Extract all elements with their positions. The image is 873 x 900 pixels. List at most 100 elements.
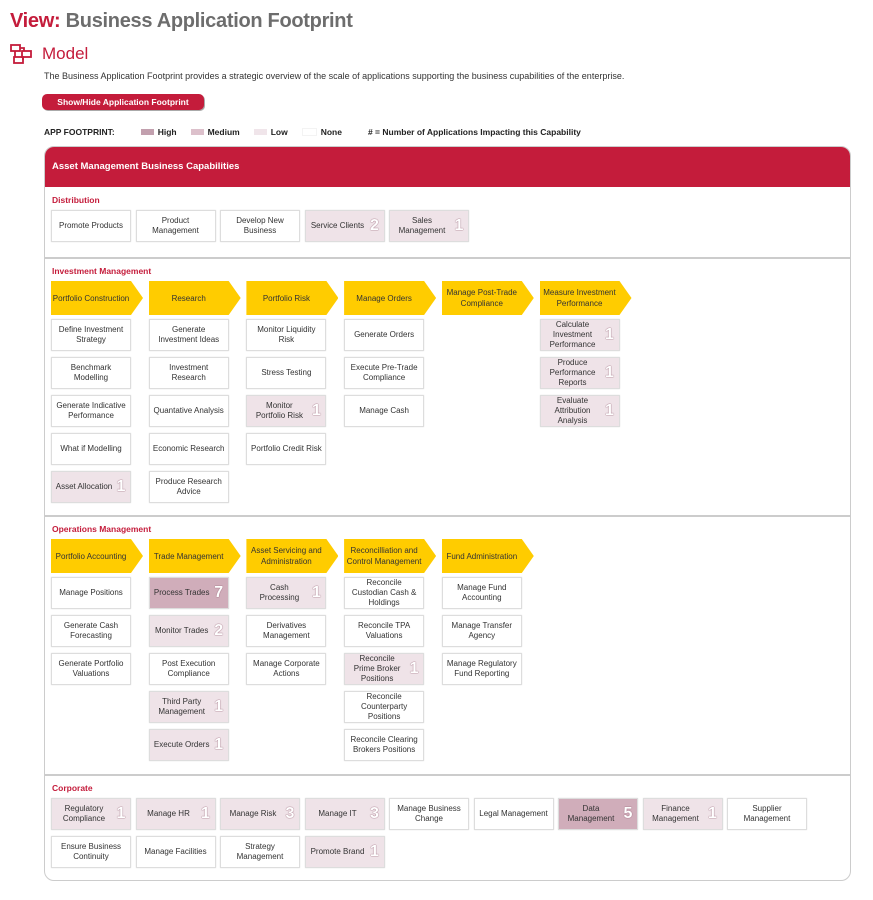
capability-box[interactable]: Generate Cash Forecasting	[51, 615, 131, 647]
capability-box[interactable]: Generate Investment Ideas	[148, 319, 229, 351]
capability-box[interactable]: Manage Regulatory Fund Reporting	[441, 653, 522, 685]
capability-label: Ensure Business Continuity	[60, 842, 122, 861]
capability-box[interactable]: Data Management 5	[558, 798, 638, 830]
capability-box[interactable]: Monitor Liquidity Risk	[246, 319, 327, 351]
category-label: Portfolio Accounting	[55, 551, 127, 561]
capability-box[interactable]: Reconcile Prime Broker Positions 1	[344, 653, 425, 685]
capability-box[interactable]: Post Execution Compliance	[148, 653, 229, 685]
section-title: Investment Management	[52, 266, 152, 276]
capability-box[interactable]: Service Clients 2	[304, 210, 385, 242]
capability-box[interactable]: Derivatives Management	[246, 615, 327, 647]
capability-box[interactable]: Define Investment Strategy	[51, 319, 131, 351]
capability-label: Third Party Management	[158, 697, 206, 716]
app-count: 1	[311, 584, 321, 601]
legend-text: None	[320, 127, 342, 137]
capability-box[interactable]: Finance Management 1	[642, 798, 723, 830]
swatch	[301, 128, 317, 136]
category-chevron[interactable]: Measure Investment Performance	[539, 281, 632, 315]
app-count: 1	[214, 736, 224, 753]
section-distribution: Distribution Promote Products Product Mana…	[45, 187, 850, 259]
category-chevron[interactable]: Trade Management	[148, 539, 241, 573]
category-chevron[interactable]: Fund Administration	[441, 539, 534, 573]
capability-box[interactable]: Produce Performance Reports 1	[539, 357, 620, 389]
app-count: 3	[285, 805, 295, 822]
capability-box[interactable]: Reconcile Custodian Cash & Holdings	[344, 577, 425, 609]
category-label: Asset Servicing and Administration	[251, 546, 322, 566]
capability-box[interactable]: Manage Risk 3	[220, 798, 300, 830]
capability-box[interactable]: Benchmark Modelling	[51, 357, 131, 389]
capability-box[interactable]: Manage IT 3	[304, 798, 385, 830]
capability-box[interactable]: Manage Positions	[51, 577, 131, 609]
capability-label: Execute Orders	[153, 740, 210, 749]
capability-label: Manage Regulatory Fund Reporting	[446, 659, 517, 678]
capability-box[interactable]: Generate Orders	[344, 319, 425, 351]
capability-label: Generate Cash Forecasting	[63, 621, 119, 640]
section-title: Operations Management	[52, 524, 152, 534]
capability-box[interactable]: Legal Management	[473, 798, 554, 830]
category-chevron[interactable]: Portfolio Risk	[246, 281, 339, 315]
capability-label: Service Clients	[310, 221, 365, 230]
capability-box[interactable]: Portfolio Credit Risk	[246, 433, 327, 465]
category-chevron[interactable]: Portfolio Construction	[51, 281, 143, 315]
capability-box[interactable]: Promote Brand 1	[304, 836, 385, 868]
capability-box[interactable]: Evaluate Attribution Analysis 1	[539, 395, 620, 427]
legend: APP FOOTPRINT: High Medium Low None # = …	[44, 127, 581, 137]
capability-label: Produce Performance Reports	[549, 358, 596, 387]
capability-label: Evaluate Attribution Analysis	[554, 396, 591, 425]
capability-box[interactable]: What if Modelling	[51, 433, 131, 465]
app-count: 1	[201, 805, 210, 822]
category-label: Measure Investment Performance	[543, 288, 616, 308]
capability-box[interactable]: Manage Business Change	[389, 798, 469, 830]
legend-label: APP FOOTPRINT:	[44, 127, 115, 137]
capability-box[interactable]: Reconcile TPA Valuations	[344, 615, 425, 647]
capability-box[interactable]: Stress Testing	[246, 357, 327, 389]
capability-box[interactable]: Manage Fund Accounting	[441, 577, 522, 609]
capability-box[interactable]: Develop New Business	[220, 210, 300, 242]
capability-label: Manage Corporate Actions	[253, 659, 320, 678]
category-chevron[interactable]: Asset Servicing and Administration	[246, 539, 339, 573]
capability-box[interactable]: Economic Research	[148, 433, 229, 465]
capability-box[interactable]: Strategy Management	[220, 836, 300, 868]
capability-box[interactable]: Product Management	[135, 210, 216, 242]
capability-box[interactable]: Asset Allocation 1	[51, 471, 131, 503]
capability-box[interactable]: Manage Corporate Actions	[246, 653, 327, 685]
capability-box[interactable]: Cash Processing 1	[246, 577, 327, 609]
panel-title: Asset Management Business Capabilities	[45, 147, 850, 187]
capability-box[interactable]: Sales Management 1	[389, 210, 469, 242]
capability-box[interactable]: Generate Portfolio Valuations	[51, 653, 131, 685]
capability-box[interactable]: Manage Transfer Agency	[441, 615, 522, 647]
category-chevron[interactable]: Research	[148, 281, 241, 315]
section-title: Corporate	[52, 783, 93, 793]
toggle-footprint-button[interactable]: Show/Hide Application Footprint	[42, 94, 204, 110]
capability-label: Manage HR	[147, 809, 190, 818]
capability-box[interactable]: Reconcile Counterparty Positions	[344, 691, 425, 723]
capability-box[interactable]: Quantative Analysis	[148, 395, 229, 427]
capability-box[interactable]: Manage HR 1	[135, 798, 216, 830]
capability-box[interactable]: Manage Facilities	[135, 836, 216, 868]
category-chevron[interactable]: Manage Orders	[344, 281, 437, 315]
capability-box[interactable]: Execute Pre-Trade Compliance	[344, 357, 425, 389]
category-chevron[interactable]: Reconcilliation and Control Management	[344, 539, 437, 573]
capability-label: Manage Fund Accounting	[457, 583, 507, 602]
capability-label: Generate Portfolio Valuations	[58, 659, 124, 678]
capability-box[interactable]: Ensure Business Continuity	[51, 836, 131, 868]
swatch	[190, 129, 204, 135]
capability-box[interactable]: Monitor Portfolio Risk 1	[246, 395, 327, 427]
capability-box[interactable]: Manage Cash	[344, 395, 425, 427]
capability-box[interactable]: Promote Products	[51, 210, 131, 242]
capability-box[interactable]: Generate Indicative Performance	[51, 395, 131, 427]
capability-box[interactable]: Produce Research Advice	[148, 471, 229, 503]
capability-box[interactable]: Calculate Investment Performance 1	[539, 319, 620, 351]
capability-box[interactable]: Regulatory Compliance 1	[51, 798, 131, 830]
category-chevron[interactable]: Manage Post-Trade Compliance	[441, 281, 534, 315]
legend-medium: Medium	[190, 127, 240, 137]
capability-box[interactable]: Reconcile Clearing Brokers Positions	[344, 729, 425, 761]
capability-box[interactable]: Process Trades 7	[148, 577, 229, 609]
capability-label: What if Modelling	[60, 444, 122, 453]
capability-box[interactable]: Third Party Management 1	[148, 691, 229, 723]
capability-box[interactable]: Monitor Trades 2	[148, 615, 229, 647]
capability-box[interactable]: Execute Orders 1	[148, 729, 229, 761]
capability-box[interactable]: Supplier Management	[727, 798, 807, 830]
category-chevron[interactable]: Portfolio Accounting	[51, 539, 143, 573]
capability-box[interactable]: Investment Research	[148, 357, 229, 389]
